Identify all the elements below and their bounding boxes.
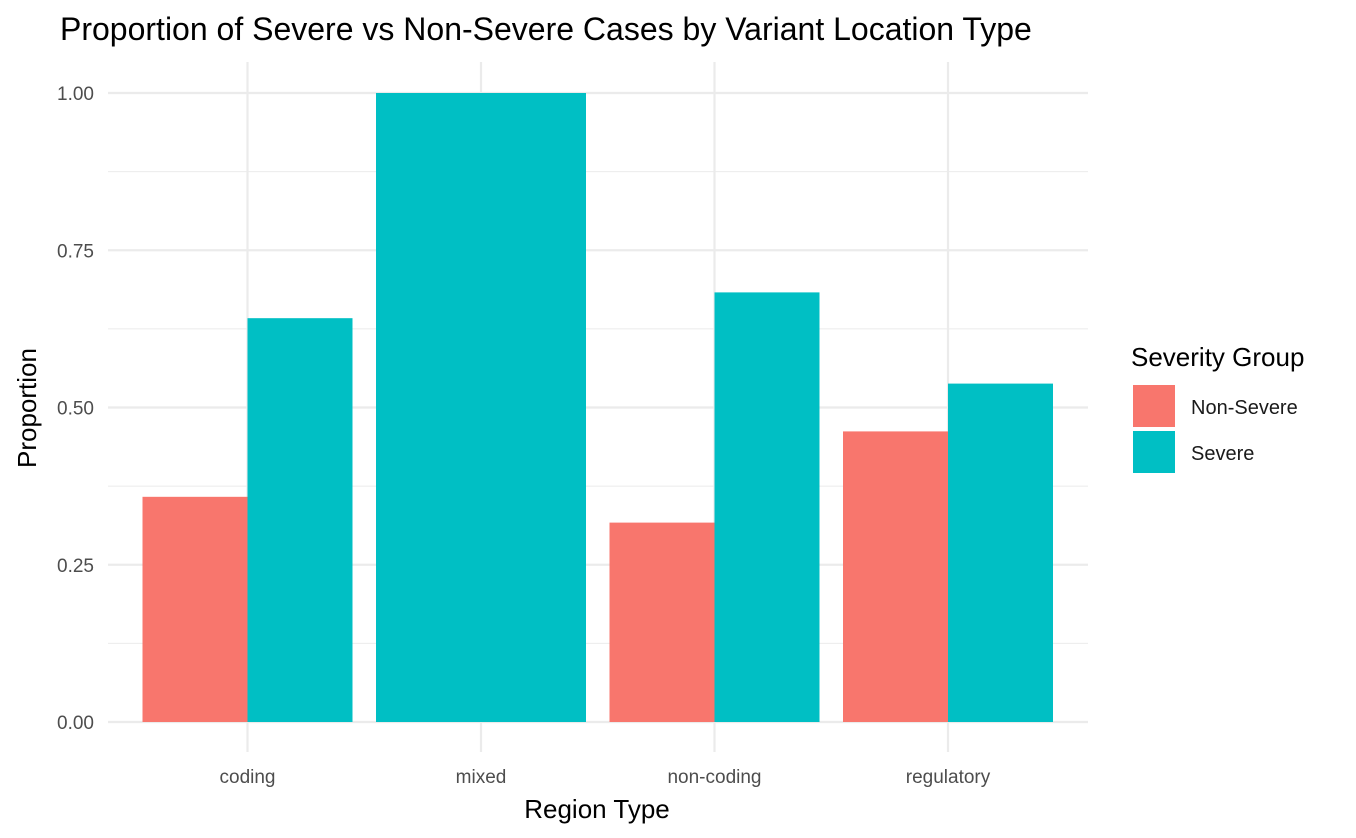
legend-key-non-severe — [1133, 385, 1175, 427]
bar-coding-non-severe — [142, 496, 248, 722]
plot-bars — [142, 93, 1053, 722]
x-tick-label: coding — [220, 767, 276, 788]
bar-mixed-severe — [376, 93, 586, 722]
y-axis-title: Proportion — [12, 348, 42, 468]
bar-non-coding-severe — [714, 292, 820, 722]
x-axis-ticks: coding mixed non-coding regulatory — [220, 767, 991, 788]
legend-key-severe — [1133, 431, 1175, 473]
y-tick-label: 0.25 — [57, 556, 94, 577]
y-tick-label: 0.50 — [57, 399, 94, 420]
y-tick-label: 0.00 — [57, 713, 94, 734]
bar-non-coding-non-severe — [609, 522, 715, 722]
y-tick-label: 0.75 — [57, 241, 94, 262]
bar-regulatory-severe — [948, 383, 1053, 722]
legend: Severity Group Non-Severe Severe — [1131, 342, 1304, 473]
legend-label: Non-Severe — [1191, 397, 1298, 419]
y-axis-ticks: 0.00 0.25 0.50 0.75 1.00 — [57, 84, 94, 734]
x-tick-label: mixed — [456, 767, 507, 788]
y-tick-label: 1.00 — [57, 84, 94, 105]
x-tick-label: non-coding — [667, 767, 761, 788]
legend-title: Severity Group — [1131, 342, 1304, 372]
bar-coding-severe — [247, 318, 353, 722]
chart-title: Proportion of Severe vs Non-Severe Cases… — [60, 11, 1032, 47]
x-axis-title: Region Type — [524, 794, 670, 824]
bar-regulatory-non-severe — [843, 431, 948, 722]
legend-label: Severe — [1191, 443, 1254, 465]
x-tick-label: regulatory — [906, 767, 991, 788]
